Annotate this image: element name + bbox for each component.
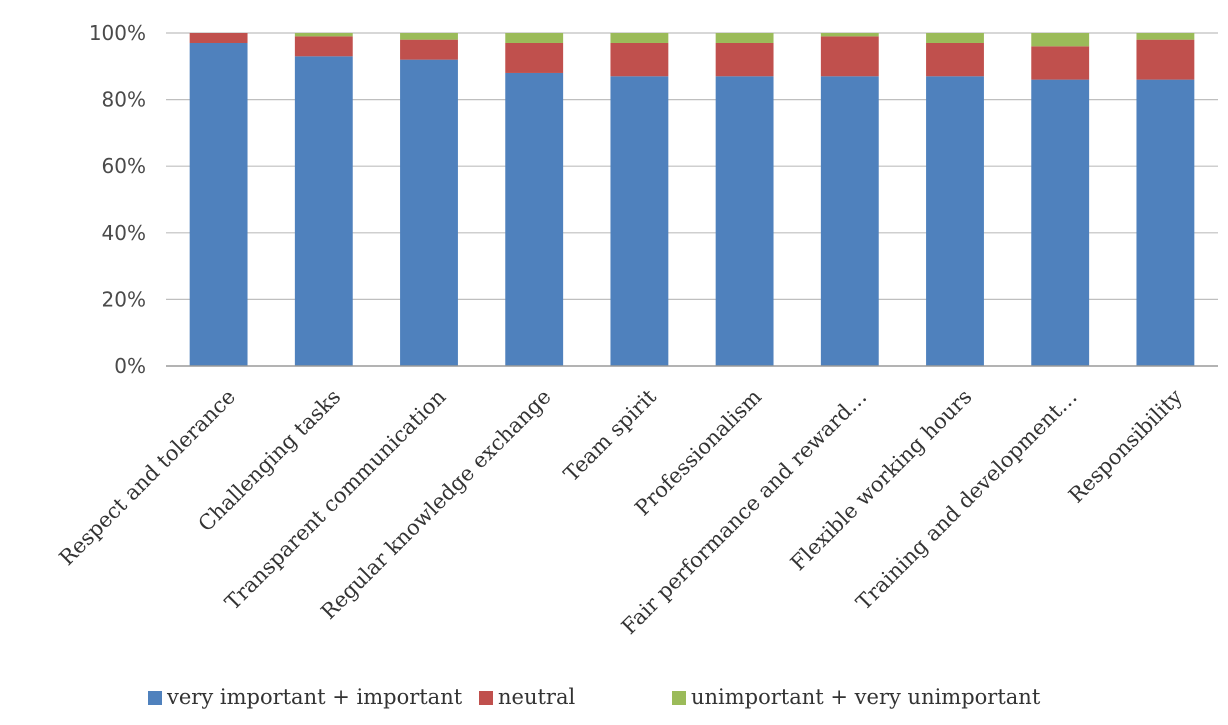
bar-segment (610, 33, 669, 43)
x-tick-label: Transparent communication (220, 385, 450, 615)
y-tick-label: 60% (102, 154, 146, 178)
bar-segment (1136, 33, 1195, 40)
bar-segment (926, 76, 984, 366)
legend-swatch (672, 691, 686, 705)
y-axis-ticks: 0% 20% 40% 60% 80% 100% (89, 21, 146, 378)
bar-segment (1136, 79, 1195, 367)
bar-segment (1031, 46, 1090, 80)
bar-segment (715, 33, 774, 43)
bar-segment (400, 39, 458, 60)
y-tick-label: 0% (114, 354, 146, 378)
bar-segment (610, 76, 669, 366)
bar-segment (715, 76, 774, 366)
bar-segment (1136, 39, 1195, 80)
bar-segment (505, 33, 564, 43)
bar-segment (294, 36, 353, 57)
x-tick-label: Responsibility (1064, 384, 1187, 507)
legend-label: very important + important (166, 685, 463, 709)
legend: very important + important neutral unimpor… (148, 685, 1041, 709)
x-tick-label: Regular knowledge exchange (316, 385, 555, 624)
y-tick-label: 80% (102, 88, 146, 112)
bar-segment (294, 56, 353, 367)
bar-segment (820, 33, 879, 37)
bar-segment (715, 42, 774, 77)
bar-segment (820, 36, 879, 77)
legend-swatch (148, 691, 162, 705)
x-tick-label: Team spirit (559, 384, 661, 486)
legend-swatch (479, 691, 493, 705)
bar-segment (189, 42, 248, 367)
bar-segment (189, 33, 248, 43)
legend-label: unimportant + very unimportant (691, 685, 1041, 709)
bars (189, 33, 1195, 367)
y-tick-label: 100% (89, 21, 146, 45)
bar-segment (610, 42, 669, 77)
bar-segment (1031, 79, 1090, 367)
x-tick-label: Training and development… (851, 385, 1081, 615)
legend-label: neutral (498, 685, 575, 709)
y-tick-label: 40% (102, 221, 146, 245)
bar-segment (505, 72, 564, 367)
bar-segment (820, 76, 879, 366)
bar-segment (505, 42, 564, 73)
bar-segment (400, 59, 458, 366)
x-tick-label: Flexible working hours (786, 385, 977, 576)
y-tick-label: 20% (102, 287, 146, 311)
bar-segment (294, 33, 353, 37)
bar-segment (400, 33, 458, 40)
bar-segment (1031, 33, 1090, 47)
x-tick-label: Respect and tolerance (55, 385, 241, 571)
bar-segment (926, 42, 984, 77)
bar-segment (926, 33, 984, 43)
